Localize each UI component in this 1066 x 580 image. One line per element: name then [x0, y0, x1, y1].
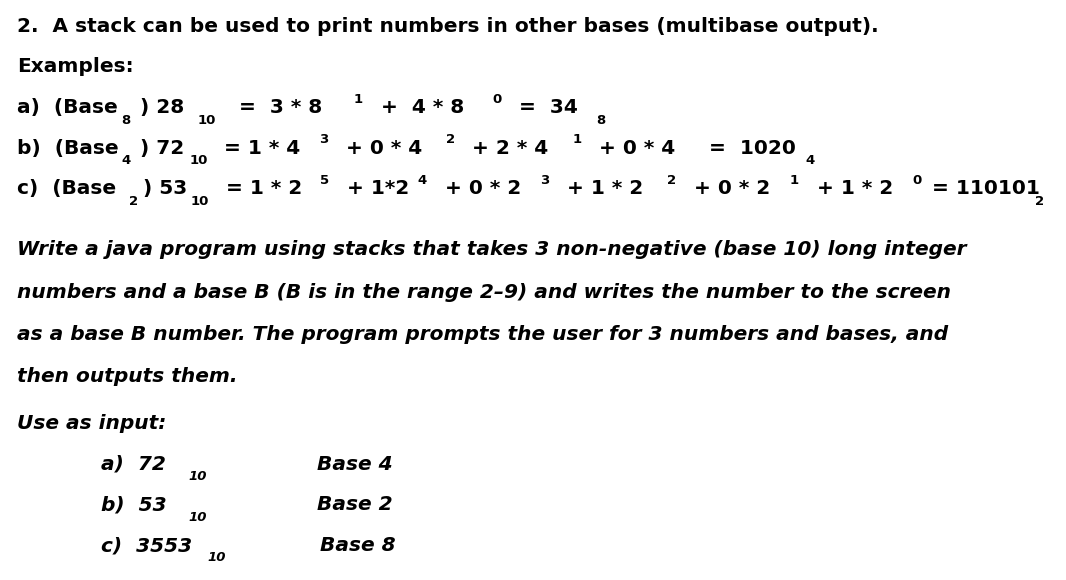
- Text: 10: 10: [189, 511, 207, 524]
- Text: 8: 8: [596, 114, 605, 126]
- Text: c)  3553: c) 3553: [101, 536, 192, 555]
- Text: 1: 1: [572, 133, 582, 146]
- Text: 2: 2: [446, 133, 455, 146]
- Text: Base 4: Base 4: [317, 455, 392, 474]
- Text: numbers and a base B (B is in the range 2–9) and writes the number to the screen: numbers and a base B (B is in the range …: [17, 282, 951, 302]
- Text: b)  (Base: b) (Base: [17, 139, 118, 158]
- Text: 0: 0: [912, 174, 922, 187]
- Text: 8: 8: [122, 114, 131, 126]
- Text: a)  (Base: a) (Base: [17, 98, 118, 117]
- Text: then outputs them.: then outputs them.: [17, 367, 238, 386]
- Text: + 0 * 4: + 0 * 4: [332, 139, 422, 158]
- Text: 10: 10: [208, 552, 226, 564]
- Text: + 1 * 2: + 1 * 2: [553, 179, 644, 198]
- Text: = 110101: = 110101: [925, 179, 1040, 198]
- Text: + 0 * 2: + 0 * 2: [431, 179, 521, 198]
- Text: 2: 2: [1035, 195, 1045, 208]
- Text: b)  53: b) 53: [101, 495, 167, 514]
- Text: 10: 10: [197, 114, 215, 126]
- Text: + 0 * 2: + 0 * 2: [680, 179, 771, 198]
- Text: + 2 * 4: + 2 * 4: [458, 139, 549, 158]
- Text: 3: 3: [319, 133, 328, 146]
- Text: = 1 * 2: = 1 * 2: [219, 179, 302, 198]
- Text: 0: 0: [492, 93, 502, 106]
- Text: as a base B number. The program prompts the user for 3 numbers and bases, and: as a base B number. The program prompts …: [17, 325, 948, 344]
- Text: + 1 * 2: + 1 * 2: [803, 179, 893, 198]
- Text: a)  72: a) 72: [101, 455, 166, 474]
- Text: 1: 1: [790, 174, 800, 187]
- Text: Use as input:: Use as input:: [17, 414, 166, 433]
- Text: Base 2: Base 2: [317, 495, 392, 514]
- Text: 10: 10: [190, 154, 208, 167]
- Text: ) 72: ) 72: [140, 139, 184, 158]
- Text: Examples:: Examples:: [17, 57, 133, 77]
- Text: 1: 1: [354, 93, 364, 106]
- Text: = 1 * 4: = 1 * 4: [217, 139, 301, 158]
- Text: +  4 * 8: + 4 * 8: [367, 98, 464, 117]
- Text: ) 28: ) 28: [140, 98, 184, 117]
- Text: =  34: = 34: [505, 98, 578, 117]
- Text: 4: 4: [418, 174, 427, 187]
- Text: 2: 2: [667, 174, 677, 187]
- Text: ) 53: ) 53: [143, 179, 188, 198]
- Text: Write a java program using stacks that takes 3 non-negative (base 10) long integ: Write a java program using stacks that t…: [17, 240, 967, 259]
- Text: =  3 * 8: = 3 * 8: [225, 98, 322, 117]
- Text: 3: 3: [540, 174, 550, 187]
- Text: c)  (Base: c) (Base: [17, 179, 124, 198]
- Text: + 1*2: + 1*2: [333, 179, 409, 198]
- Text: 5: 5: [320, 174, 329, 187]
- Text: 2.  A stack can be used to print numbers in other bases (multibase output).: 2. A stack can be used to print numbers …: [17, 17, 878, 36]
- Text: 4: 4: [122, 154, 131, 167]
- Text: 4: 4: [806, 154, 815, 167]
- Text: 10: 10: [191, 195, 209, 208]
- Text: 10: 10: [189, 470, 207, 483]
- Text: + 0 * 4: + 0 * 4: [585, 139, 676, 158]
- Text: Base 8: Base 8: [320, 536, 395, 555]
- Text: =  1020: = 1020: [695, 139, 796, 158]
- Text: 2: 2: [129, 195, 139, 208]
